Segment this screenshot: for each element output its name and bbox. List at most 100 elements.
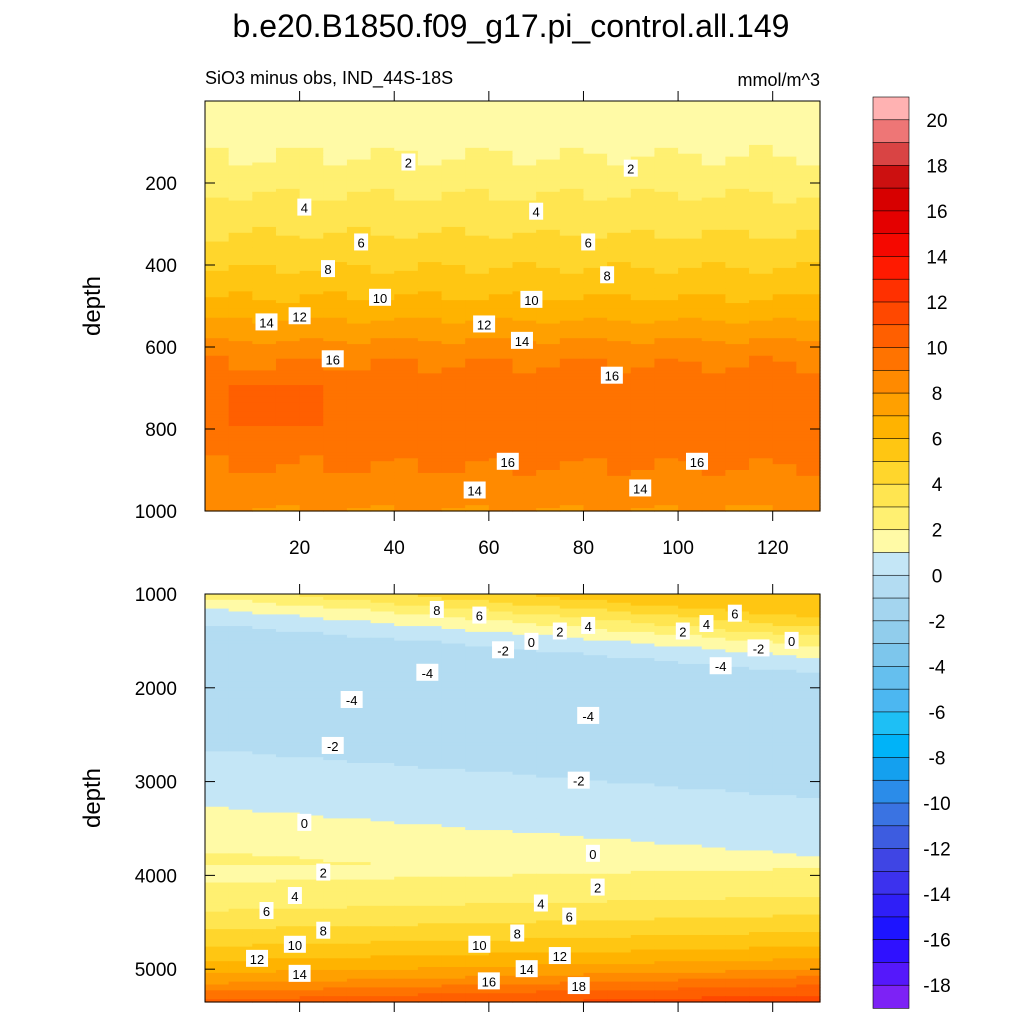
cell-upper [228,218,253,222]
cell-upper [772,496,797,500]
cell-upper [275,502,301,506]
cell-upper [205,499,230,503]
cell-upper [607,405,632,410]
cell-upper [796,490,821,495]
cell-upper [607,493,632,497]
cell-upper [346,458,372,462]
cell-upper [536,499,561,503]
cell-upper [417,139,443,143]
cell-upper [417,183,443,187]
cell-upper [654,215,679,219]
cell-upper [394,408,419,413]
cell-upper [228,244,253,249]
cell-upper [536,218,561,222]
cell-lower [772,701,797,706]
cell-upper [252,244,277,249]
cell-upper [630,250,656,254]
cell-upper [275,244,301,249]
cell-upper [607,124,632,128]
cell-upper [678,139,703,143]
cell-lower [725,631,750,636]
cell-lower [772,716,797,720]
cell-upper [583,200,608,205]
cell-upper [583,127,608,131]
cell-upper [607,244,632,249]
cell-lower [299,611,324,615]
cell-lower [465,637,490,642]
cell-upper [252,224,277,228]
cell-lower [536,663,561,668]
cell-upper [512,320,537,325]
cell-lower [252,696,277,700]
cell-lower [299,696,324,700]
cell-upper [630,162,656,167]
cell-lower [488,666,514,671]
cell-lower [536,599,561,604]
cell-upper [512,499,537,503]
cell-lower [370,710,395,715]
cell-lower [725,722,750,726]
cell-upper [725,505,750,509]
cell-upper [441,431,466,436]
cell-upper [749,256,774,260]
cell-upper [796,508,821,512]
cell-upper [559,379,585,383]
cell-upper [275,153,301,158]
cell-lower [465,599,490,604]
cell-upper [654,326,679,331]
cell-upper [323,153,348,158]
cell-upper [205,311,230,316]
cell-upper [488,215,514,219]
cell-upper [346,440,372,445]
cell-upper [465,171,490,175]
cell-upper [654,411,679,415]
cell-lower [465,643,490,648]
cell-lower [252,649,277,653]
cell-upper [323,434,348,439]
cell-upper [536,467,561,471]
cell-upper [749,115,774,120]
cell-lower [607,675,632,680]
cell-upper [630,417,656,421]
cell-upper [465,370,490,374]
cell-lower [323,675,348,680]
cell-upper [417,358,443,363]
cell-upper [749,487,774,492]
cell-upper [796,487,821,492]
cell-upper [441,159,466,164]
cell-upper [299,326,324,331]
cell-upper [678,180,703,184]
cell-lower [205,710,230,715]
cell-upper [701,440,726,445]
cell-lower [772,611,797,615]
cell-upper [275,203,301,208]
cell-upper [394,215,419,219]
cell-lower [299,640,324,645]
cell-upper [394,115,419,120]
cell-upper [252,144,277,149]
cell-upper [678,338,703,342]
cell-upper [772,370,797,374]
cell-upper [228,247,253,251]
cell-lower [583,722,608,726]
cell-upper [536,390,561,395]
cell-upper [583,185,608,190]
cell-upper [299,226,324,231]
cell-upper [630,224,656,228]
cell-upper [346,390,372,395]
cell-lower [441,646,466,650]
cell-upper [796,144,821,149]
cell-upper [465,235,490,240]
cell-upper [654,221,679,225]
cell-upper [607,429,632,433]
cell-upper [749,147,774,152]
cell-upper [394,224,419,228]
cell-upper [323,256,348,260]
contour-label: 16 [496,452,519,470]
cell-upper [275,417,301,421]
cell-upper [796,288,821,292]
cell-lower [417,730,443,735]
cell-lower [583,626,608,630]
cell-upper [701,294,726,298]
cell-upper [559,153,585,158]
